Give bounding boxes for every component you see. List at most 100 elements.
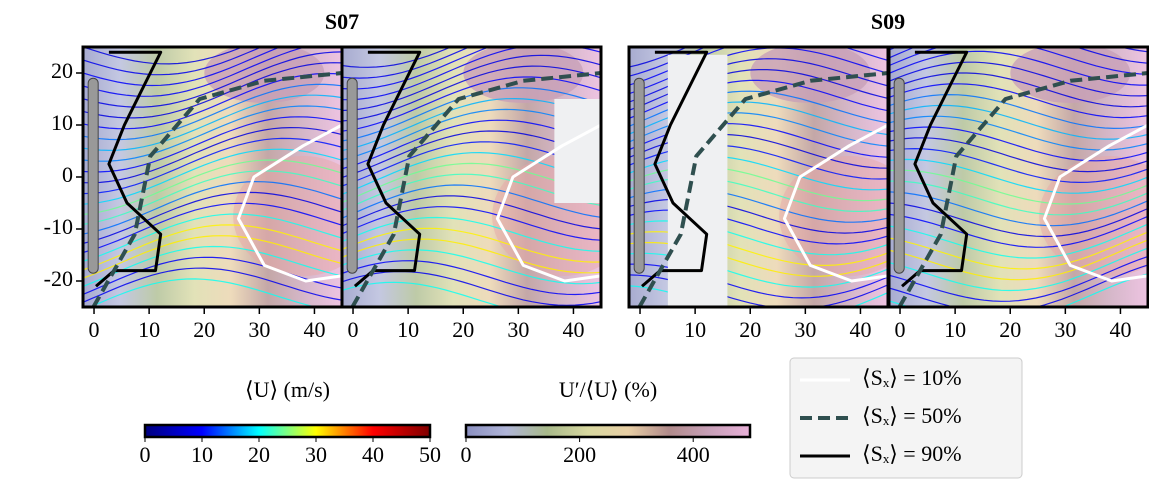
streamline xyxy=(83,51,342,108)
streamline xyxy=(83,62,342,119)
x-tick-label: 40 xyxy=(1109,317,1131,342)
streamline xyxy=(889,223,1148,259)
panel-title: S09 xyxy=(871,9,905,34)
streamline xyxy=(83,83,342,141)
streamline xyxy=(342,47,601,101)
colorbar-tick-label: 40 xyxy=(362,442,384,467)
streamline xyxy=(342,260,601,296)
y-tick-label: 10 xyxy=(51,110,73,135)
streamline xyxy=(889,180,1148,216)
colorbar-tick-label: 10 xyxy=(191,442,213,467)
streamline xyxy=(889,104,1148,140)
x-tick-label: 0 xyxy=(895,317,906,342)
legend-label: ⟨Sₓ⟩ = 10% xyxy=(862,365,962,390)
panel-frame xyxy=(887,45,1149,309)
contour-line xyxy=(353,50,422,288)
panel xyxy=(83,47,342,307)
y-tick-label: -10 xyxy=(44,214,73,239)
body-model xyxy=(87,77,99,274)
streamline xyxy=(83,72,342,130)
streamline xyxy=(83,94,342,152)
streamline xyxy=(889,50,1148,86)
streamline xyxy=(83,267,342,303)
streamline xyxy=(83,180,342,235)
streamline xyxy=(342,47,471,79)
streamline xyxy=(889,93,1148,130)
streamline xyxy=(83,191,342,244)
colorbar-tick-label: 0 xyxy=(140,442,151,467)
panel xyxy=(629,47,888,307)
panel xyxy=(889,47,1148,307)
contour-line xyxy=(641,50,709,288)
streamline xyxy=(342,47,453,68)
colorbar xyxy=(464,423,752,439)
streamline xyxy=(83,105,342,162)
y-tick-label: 20 xyxy=(51,58,73,83)
legend-label: ⟨Sₓ⟩ = 90% xyxy=(862,441,962,466)
streamline xyxy=(889,137,1148,173)
colorbar xyxy=(143,423,432,439)
streamline xyxy=(342,281,505,307)
streamline xyxy=(342,54,601,112)
colorbar-label: ⟨U⟩ (m/s) xyxy=(245,377,330,402)
streamline xyxy=(889,61,1148,97)
colorbar-tick-label: 30 xyxy=(305,442,327,467)
contour-line xyxy=(1042,123,1148,283)
contour-line xyxy=(637,71,888,307)
streamline xyxy=(889,231,1148,270)
x-tick-label: 0 xyxy=(348,317,359,342)
streamline xyxy=(889,169,1148,205)
panel xyxy=(342,47,601,307)
streamline xyxy=(83,47,308,97)
streamline xyxy=(83,137,342,195)
masked-area xyxy=(667,54,728,307)
streamline xyxy=(83,213,342,262)
streamline xyxy=(889,213,1148,248)
x-tick-label: 30 xyxy=(248,317,270,342)
streamline xyxy=(889,247,1148,292)
streamline xyxy=(342,206,601,241)
x-tick-label: 20 xyxy=(999,317,1021,342)
streamline xyxy=(342,227,601,263)
streamline xyxy=(342,238,601,274)
body-model xyxy=(346,77,358,274)
streamline xyxy=(342,65,601,122)
streamline xyxy=(889,72,1148,108)
streamline xyxy=(83,159,342,216)
streamline xyxy=(889,202,1148,238)
contour-line xyxy=(897,71,1148,307)
x-tick-label: 10 xyxy=(684,317,706,342)
streamline xyxy=(83,116,342,173)
y-tick-label: -20 xyxy=(44,266,73,291)
x-tick-label: 0 xyxy=(89,317,100,342)
x-tick-label: 0 xyxy=(635,317,646,342)
x-tick-label: 20 xyxy=(452,317,474,342)
x-tick-label: 30 xyxy=(794,317,816,342)
x-tick-label: 10 xyxy=(138,317,160,342)
streamline xyxy=(342,216,601,252)
streamline xyxy=(83,235,342,279)
contour-line xyxy=(350,71,601,307)
streamline xyxy=(83,148,342,205)
contour-line xyxy=(782,123,888,283)
colorbar-tick-label: 400 xyxy=(677,442,710,467)
streamline xyxy=(83,47,282,87)
streamline xyxy=(889,158,1148,194)
x-tick-label: 40 xyxy=(562,317,584,342)
streamline xyxy=(889,273,1148,307)
high-speed-region xyxy=(233,156,342,276)
streamline xyxy=(83,126,342,184)
contour-line xyxy=(95,50,163,288)
streamline xyxy=(88,278,318,307)
y-tick-label: 0 xyxy=(62,162,73,187)
legend-label: ⟨Sₓ⟩ = 50% xyxy=(862,403,962,428)
high-speed-region xyxy=(779,156,888,276)
streamline xyxy=(83,202,342,254)
colorbar-tick-label: 200 xyxy=(563,442,596,467)
legend-box xyxy=(789,357,1023,479)
streamline xyxy=(889,147,1148,184)
streamline xyxy=(83,170,342,225)
x-tick-label: 40 xyxy=(849,317,871,342)
x-tick-label: 20 xyxy=(739,317,761,342)
